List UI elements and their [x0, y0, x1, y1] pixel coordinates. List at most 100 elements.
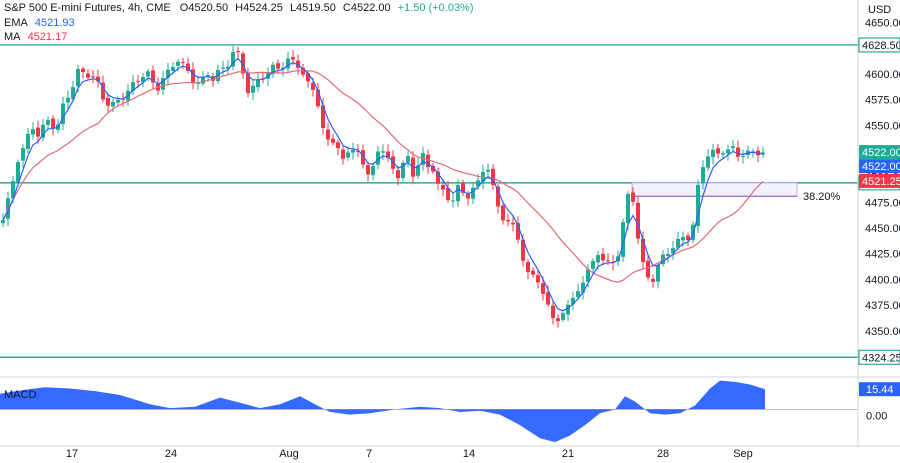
candle-body [561, 313, 565, 320]
candle-body [406, 156, 410, 162]
candle-body [96, 76, 100, 82]
price-tick-label: 4425.00 [865, 249, 900, 261]
candle-body [681, 236, 685, 241]
candle-body [581, 282, 585, 293]
candle-body [71, 87, 75, 100]
candle-body [636, 202, 640, 239]
level-price-label: 4324.25 [862, 352, 900, 364]
time-tick-label: Sep [733, 448, 753, 460]
ma-legend-label: MA [4, 31, 21, 43]
candle-body [671, 248, 675, 254]
time-tick-label: Aug [279, 448, 299, 460]
candle-body [241, 53, 245, 74]
candle-body [546, 292, 550, 305]
time-axis: 17 24 Aug 7 14 21 28 Sep [66, 448, 753, 460]
candle-body [346, 152, 350, 158]
ma-legend[interactable]: MA 4521.17 [4, 31, 67, 43]
candle-body [656, 265, 660, 282]
candle-body [641, 238, 645, 263]
candle-body [131, 82, 135, 91]
candle-body [11, 181, 15, 199]
candle-body [41, 124, 45, 138]
candle-body [181, 61, 185, 63]
ma-polyline [2, 69, 764, 283]
candle-body [151, 70, 155, 83]
candle-body [461, 183, 465, 193]
ma-line [2, 69, 764, 283]
price-tick-label: 4600.00 [865, 69, 900, 81]
candle-body [536, 275, 540, 283]
candle-body [21, 148, 25, 161]
price-tick-label: 4475.00 [865, 197, 900, 209]
candle-body [571, 297, 575, 305]
macd-zero-label: 0.00 [866, 410, 887, 422]
candle-body [701, 167, 705, 184]
candle-body [31, 129, 35, 135]
candle-body [141, 76, 145, 83]
candle-body [576, 291, 580, 297]
candle-body [716, 148, 720, 154]
candle-body [36, 127, 40, 137]
candle-body [166, 69, 170, 78]
candle-body [301, 67, 305, 75]
price-tick-label: 4575.00 [865, 95, 900, 107]
candle-body [16, 162, 20, 183]
time-tick-label: 24 [165, 448, 177, 460]
level-price-label-border [858, 37, 900, 53]
price-tick-label: 4650.00 [865, 18, 900, 30]
candle-body [271, 64, 275, 74]
symbol-legend: S&P 500 E-mini Futures, 4h, CME O4520.50… [4, 2, 474, 14]
ma-legend-value: 4521.17 [27, 31, 68, 43]
candle-body [101, 82, 105, 100]
candle-body [191, 69, 195, 83]
candle-body [391, 156, 395, 169]
candle-body [731, 146, 735, 149]
candle-body [551, 305, 555, 319]
candle-body [26, 133, 30, 149]
candle-body [501, 205, 505, 221]
price-tick-label: 4550.00 [865, 120, 900, 132]
candle-body [46, 119, 50, 125]
candle-body [726, 149, 730, 154]
fib-retracement: 38.20% [631, 182, 841, 203]
ohlc-high: H4524.25 [235, 2, 283, 14]
candle-body [341, 149, 345, 159]
fib-level-label: 38.20% [803, 191, 841, 203]
candle-body [511, 222, 515, 225]
candle-body [651, 278, 655, 282]
ohlc-low: L4519.50 [289, 2, 336, 14]
candle-body [626, 194, 630, 224]
candle-body [431, 165, 435, 172]
candle-body [601, 253, 605, 261]
level-price-label-border [858, 349, 900, 365]
fib-zone [631, 182, 798, 197]
candlestick-series [1, 45, 765, 328]
candle-body [586, 269, 590, 282]
candle-body [721, 153, 725, 155]
candle-body [361, 150, 365, 165]
candle-body [706, 156, 710, 168]
ema-legend-label: EMA [4, 17, 28, 29]
ema-legend[interactable]: EMA 4521.93 [4, 17, 75, 29]
candle-body [276, 63, 280, 69]
candle-body [606, 260, 610, 262]
candle-body [351, 149, 355, 153]
ema-price-label-bg [859, 159, 900, 174]
candle-body [666, 254, 670, 257]
macd-label: MACD [4, 389, 36, 401]
candle-body [326, 129, 330, 140]
ohlc-change: +1.50 (+0.03%) [397, 2, 474, 14]
level-price-label-bg [859, 350, 900, 365]
candle-body [446, 187, 450, 201]
candle-body [486, 169, 490, 172]
candle-body [356, 151, 360, 153]
candle-body [186, 63, 190, 71]
level-price-label: 4628.50 [862, 40, 900, 52]
candle-body [711, 149, 715, 158]
candle-body [51, 118, 55, 129]
candle-body [76, 69, 80, 87]
candle-body [296, 60, 300, 68]
candle-body [556, 318, 560, 322]
ma-price-label: 4521.25 [862, 176, 900, 188]
